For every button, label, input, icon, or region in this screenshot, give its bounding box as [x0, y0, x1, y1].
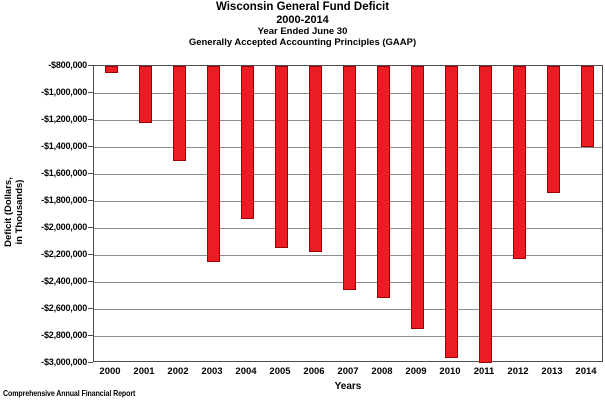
y-tick-label: -$1,200,000 [41, 114, 87, 124]
y-tick-mark [88, 200, 93, 201]
y-tick-mark [88, 173, 93, 174]
y-tick-mark [88, 65, 93, 66]
x-tick-label-2006: 2006 [303, 366, 325, 377]
bar-2009 [410, 66, 424, 329]
y-tick-mark [88, 146, 93, 147]
bar-2001 [138, 66, 152, 123]
bar-2014 [580, 66, 594, 147]
chart-subtitle-gaap: Generally Accepted Accounting Principles… [188, 37, 417, 48]
chart-title-block: Wisconsin General Fund Deficit 2000-2014… [0, 1, 605, 48]
y-tick-label: -$2,200,000 [41, 249, 87, 259]
gridline [94, 336, 602, 337]
y-tick-mark [88, 281, 93, 282]
y-tick-mark [88, 335, 93, 336]
y-tick-mark [88, 254, 93, 255]
y-tick-label: -$2,600,000 [41, 303, 87, 313]
y-tick-label: -$1,000,000 [41, 87, 87, 97]
x-tick-label-2009: 2009 [405, 366, 427, 377]
chart-title: Wisconsin General Fund Deficit [215, 1, 390, 13]
x-tick-label-2008: 2008 [371, 366, 393, 377]
bar-2010 [444, 66, 458, 358]
x-tick-label-2010: 2010 [439, 366, 461, 377]
y-tick-mark [88, 119, 93, 120]
x-tick-label-2013: 2013 [541, 366, 563, 377]
footer-note: Comprehensive Annual Financial Report [3, 389, 136, 398]
bar-2013 [546, 66, 560, 193]
y-tick-label: -$3,000,000 [41, 357, 87, 367]
y-tick-label: -$1,400,000 [41, 141, 87, 151]
bar-2004 [240, 66, 254, 219]
gridline [94, 309, 602, 310]
x-tick-label-2004: 2004 [235, 366, 257, 377]
x-tick-label-2012: 2012 [507, 366, 529, 377]
bar-2006 [308, 66, 322, 252]
x-tick-label-2001: 2001 [133, 366, 155, 377]
y-tick-mark [88, 308, 93, 309]
bar-2007 [342, 66, 356, 290]
y-tick-label: -$1,600,000 [41, 168, 87, 178]
chart-subtitle-period: Year Ended June 30 [257, 26, 348, 37]
bar-2005 [274, 66, 288, 248]
y-tick-label: -$800,000 [48, 60, 87, 70]
x-axis-title: Years [334, 381, 362, 392]
bar-2011 [478, 66, 492, 363]
x-tick-label-2007: 2007 [337, 366, 359, 377]
bar-2002 [172, 66, 186, 161]
x-tick-label-2005: 2005 [269, 366, 291, 377]
y-tick-label: -$2,800,000 [41, 330, 87, 340]
y-tick-label: -$2,400,000 [41, 276, 87, 286]
x-tick-label-2000: 2000 [99, 366, 121, 377]
bar-2000 [104, 66, 118, 73]
chart-subtitle-years: 2000-2014 [276, 14, 329, 26]
y-tick-mark [88, 362, 93, 363]
x-tick-label-2002: 2002 [167, 366, 189, 377]
y-tick-label: -$1,800,000 [41, 195, 87, 205]
x-tick-label-2011: 2011 [473, 366, 495, 377]
x-tick-label-2014: 2014 [575, 366, 597, 377]
bar-2003 [206, 66, 220, 262]
plot-area [93, 65, 603, 363]
bar-2012 [512, 66, 526, 259]
y-tick-mark [88, 92, 93, 93]
y-tick-mark [88, 227, 93, 228]
x-tick-label-2003: 2003 [201, 366, 223, 377]
bar-2008 [376, 66, 390, 298]
y-tick-label: -$2,000,000 [41, 222, 87, 232]
